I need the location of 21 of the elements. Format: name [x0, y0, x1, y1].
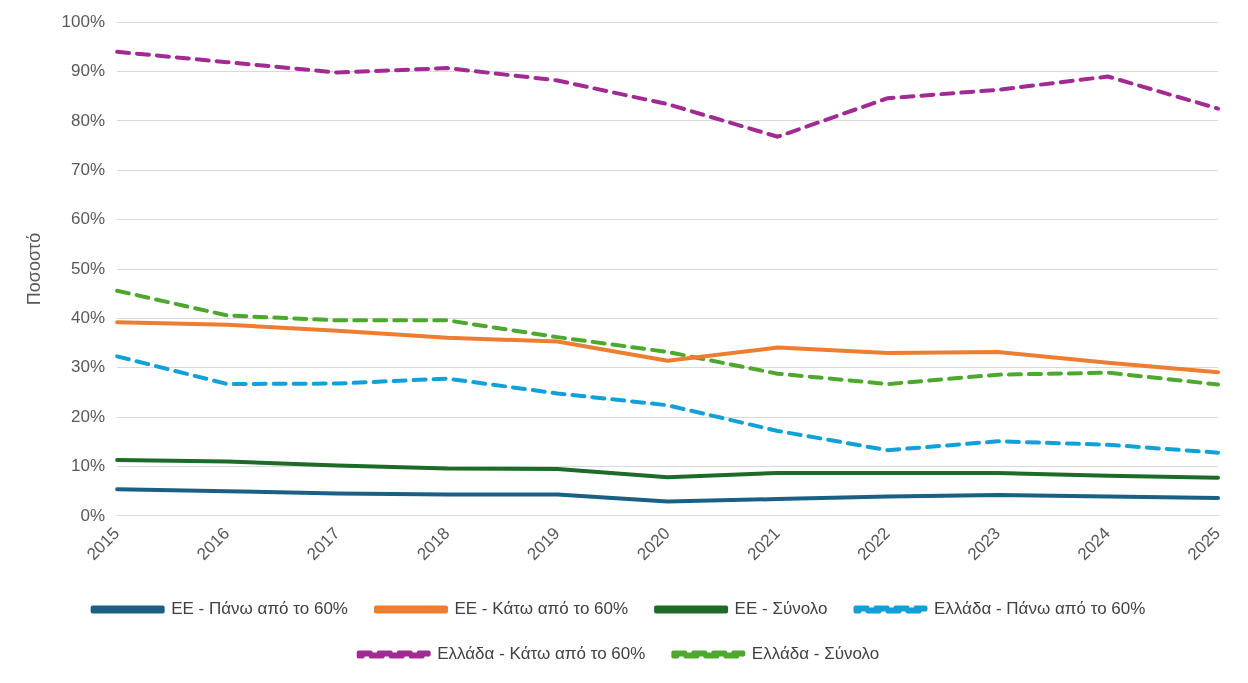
- y-tick-label: 40%: [71, 308, 106, 328]
- line-series: [115, 288, 1220, 387]
- legend-label: ΕΕ - Πάνω από το 60%: [171, 599, 348, 619]
- y-tick-label: 70%: [71, 159, 106, 179]
- y-tick-label: 90%: [71, 61, 106, 81]
- y-tick-label: 80%: [71, 110, 106, 130]
- legend-label: Ελλάδα - Κάτω από το 60%: [437, 644, 646, 664]
- line-series: [115, 354, 1220, 455]
- y-tick-label: 0%: [80, 505, 106, 525]
- y-tick-label: 50%: [71, 258, 106, 278]
- line-series: [115, 49, 1220, 139]
- legend-label: ΕΕ - Κάτω από το 60%: [454, 599, 629, 619]
- y-tick-label: 60%: [71, 209, 106, 229]
- y-axis-title: Ποσοστό: [23, 232, 44, 306]
- y-tick-label: 30%: [71, 357, 106, 377]
- y-tick-label: 20%: [71, 406, 106, 426]
- legend-label: Ελλάδα - Πάνω από το 60%: [934, 599, 1146, 619]
- legend-label: ΕΕ - Σύνολο: [734, 599, 828, 619]
- y-tick-label: 10%: [71, 456, 106, 476]
- legend-label: Ελλάδα - Σύνολο: [751, 644, 880, 664]
- y-tick-label: 100%: [61, 11, 106, 31]
